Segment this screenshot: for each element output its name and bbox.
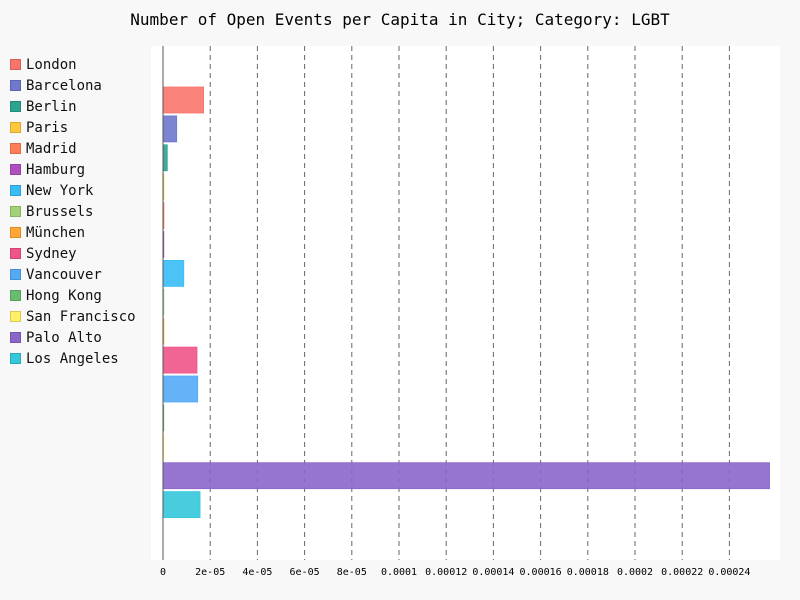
- legend-label: Palo Alto: [26, 329, 102, 346]
- bar-barcelona[interactable]: [162, 115, 178, 143]
- legend-label: Madrid: [26, 140, 77, 157]
- legend-item[interactable]: Barcelona: [10, 75, 136, 96]
- x-tick-label: 0.00024: [708, 567, 750, 578]
- bar-vancouver[interactable]: [162, 375, 199, 403]
- legend-item[interactable]: Brussels: [10, 201, 136, 222]
- legend-swatch: [10, 248, 21, 259]
- legend-item[interactable]: Sydney: [10, 243, 136, 264]
- legend-swatch: [10, 332, 21, 343]
- x-tick-label: 0.00014: [472, 567, 514, 578]
- legend-item[interactable]: Palo Alto: [10, 327, 136, 348]
- legend-item[interactable]: New York: [10, 180, 136, 201]
- legend-label: Barcelona: [26, 77, 102, 94]
- legend-swatch: [10, 269, 21, 280]
- legend-label: Los Angeles: [26, 350, 119, 367]
- legend-label: Hamburg: [26, 161, 86, 178]
- chart-legend: London Barcelona Berlin Paris Madrid Hamburg N…: [10, 54, 136, 369]
- legend-swatch: [10, 311, 21, 322]
- bar-palo-alto[interactable]: [162, 462, 770, 490]
- legend-label: Hong Kong: [26, 287, 102, 304]
- legend-item[interactable]: Los Angeles: [10, 348, 136, 369]
- legend-swatch: [10, 290, 21, 301]
- legend-item[interactable]: Paris: [10, 117, 136, 138]
- legend-item[interactable]: London: [10, 54, 136, 75]
- legend-item[interactable]: San Francisco: [10, 306, 136, 327]
- legend-item[interactable]: Madrid: [10, 138, 136, 159]
- legend-label: San Francisco: [26, 308, 136, 325]
- x-tick-label: 0.00016: [520, 567, 562, 578]
- bar-new-york[interactable]: [162, 259, 185, 287]
- legend-item[interactable]: München: [10, 222, 136, 243]
- legend-label: München: [26, 224, 86, 241]
- legend-label: Sydney: [26, 245, 77, 262]
- legend-item[interactable]: Hamburg: [10, 159, 136, 180]
- legend-label: Berlin: [26, 98, 77, 115]
- x-tick-label: 0.00018: [567, 567, 609, 578]
- x-tick-label: 6e-05: [290, 567, 320, 578]
- chart-title: Number of Open Events per Capita in City…: [130, 10, 670, 29]
- bar-sydney[interactable]: [162, 346, 198, 374]
- legend-label: Vancouver: [26, 266, 102, 283]
- legend-swatch: [10, 185, 21, 196]
- x-tick-label: 0.00022: [661, 567, 703, 578]
- legend-swatch: [10, 80, 21, 91]
- x-tick-label: 0: [160, 567, 166, 578]
- x-tick-label: 0.00012: [425, 567, 467, 578]
- x-tick-label: 0.0001: [381, 567, 417, 578]
- legend-swatch: [10, 122, 21, 133]
- legend-swatch: [10, 206, 21, 217]
- legend-swatch: [10, 353, 21, 364]
- bar-berlin[interactable]: [162, 144, 168, 172]
- legend-swatch: [10, 59, 21, 70]
- legend-label: Brussels: [26, 203, 94, 220]
- legend-label: London: [26, 56, 77, 73]
- legend-label: Paris: [26, 119, 69, 136]
- legend-swatch: [10, 164, 21, 175]
- x-tick-label: 4e-05: [242, 567, 272, 578]
- bar-london[interactable]: [162, 86, 204, 114]
- bar-los-angeles[interactable]: [162, 491, 201, 519]
- x-tick-label: 2e-05: [195, 567, 225, 578]
- legend-item[interactable]: Hong Kong: [10, 285, 136, 306]
- legend-item[interactable]: Berlin: [10, 96, 136, 117]
- bars: [162, 86, 770, 519]
- x-tick-label: 8e-05: [337, 567, 367, 578]
- x-tick-label: 0.0002: [617, 567, 653, 578]
- grid-lines: [209, 46, 730, 560]
- legend-swatch: [10, 227, 21, 238]
- legend-label: New York: [26, 182, 94, 199]
- legend-swatch: [10, 143, 21, 154]
- legend-item[interactable]: Vancouver: [10, 264, 136, 285]
- x-axis-ticks: 0 2e-05 4e-05 6e-05 8e-05 0.0001 0.00012 0.0001…: [160, 567, 750, 578]
- legend-swatch: [10, 101, 21, 112]
